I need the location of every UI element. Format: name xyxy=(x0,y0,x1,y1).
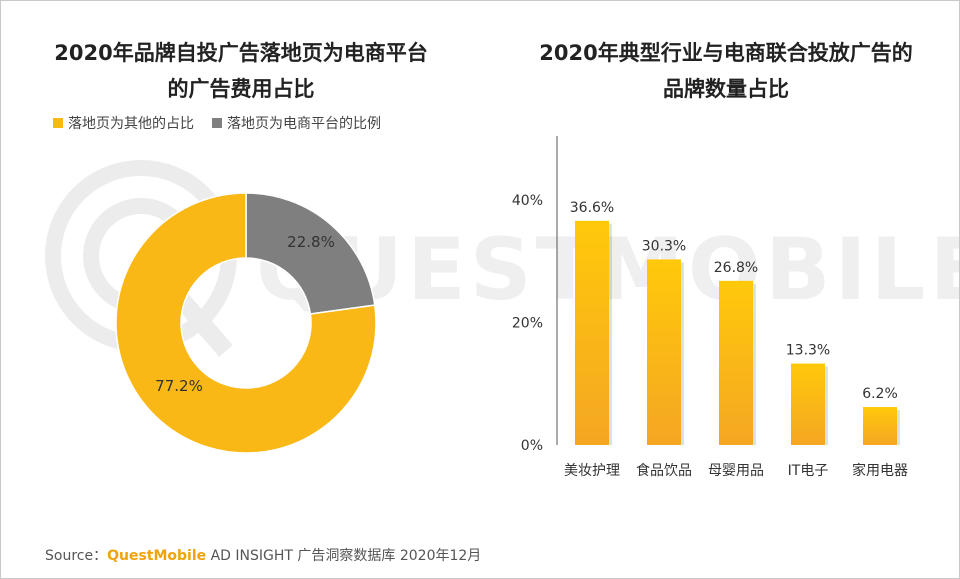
bar-title-line1: 2020年典型行业与电商联合投放广告的 xyxy=(539,41,913,65)
source-note: Source：QuestMobile AD INSIGHT 广告洞察数据库 20… xyxy=(45,545,481,565)
legend-item-other: 落地页为其他的占比 xyxy=(53,113,194,133)
legend-swatch-gray xyxy=(212,118,222,128)
donut-legend: 落地页为其他的占比 落地页为电商平台的比例 xyxy=(53,113,399,133)
bar-value-label: 26.8% xyxy=(714,260,758,276)
donut-title-line2: 的广告费用占比 xyxy=(167,77,315,101)
legend-swatch-yellow xyxy=(53,118,63,128)
bar-title-line2: 品牌数量占比 xyxy=(663,77,789,101)
donut-slice-ecommerce xyxy=(245,192,376,315)
y-tick-label: 20% xyxy=(512,316,543,332)
legend-item-ecommerce: 落地页为电商平台的比例 xyxy=(212,113,381,133)
bar-category-label: 食品饮品 xyxy=(636,462,692,479)
source-rest: AD INSIGHT 广告洞察数据库 2020年12月 xyxy=(206,548,482,564)
bar-IT电子 xyxy=(791,363,825,445)
donut-label-ecommerce: 22.8% xyxy=(287,233,335,251)
bar-category-label: 母婴用品 xyxy=(708,463,764,479)
donut-label-other: 77.2% xyxy=(155,377,203,395)
bar-value-label: 36.6% xyxy=(570,200,614,216)
donut-title-line1: 2020年品牌自投广告落地页为电商平台 xyxy=(54,41,428,65)
donut-slice-other xyxy=(115,192,377,454)
bar-category-label: IT电子 xyxy=(788,463,829,479)
bar-母婴用品 xyxy=(719,280,753,445)
legend-label-other: 落地页为其他的占比 xyxy=(68,116,194,132)
legend-label-ecommerce: 落地页为电商平台的比例 xyxy=(227,116,381,132)
bar-美妆护理 xyxy=(575,220,609,445)
bar-value-label: 13.3% xyxy=(786,343,830,359)
bar-家用电器 xyxy=(863,407,897,445)
y-tick-label: 0% xyxy=(521,438,543,454)
bar-chart-title: 2020年典型行业与电商联合投放广告的 品牌数量占比 xyxy=(506,35,946,107)
y-tick-label: 40% xyxy=(512,193,543,209)
donut-chart-title: 2020年品牌自投广告落地页为电商平台 的广告费用占比 xyxy=(31,35,451,107)
bar-value-label: 6.2% xyxy=(862,386,898,402)
bar-category-label: 美妆护理 xyxy=(564,463,620,479)
bar-食品饮品 xyxy=(647,259,681,445)
source-label: Source： xyxy=(45,548,108,564)
bar-category-label: 家用电器 xyxy=(852,462,908,479)
bar-value-label: 30.3% xyxy=(642,238,686,254)
source-brand: QuestMobile xyxy=(107,548,207,564)
